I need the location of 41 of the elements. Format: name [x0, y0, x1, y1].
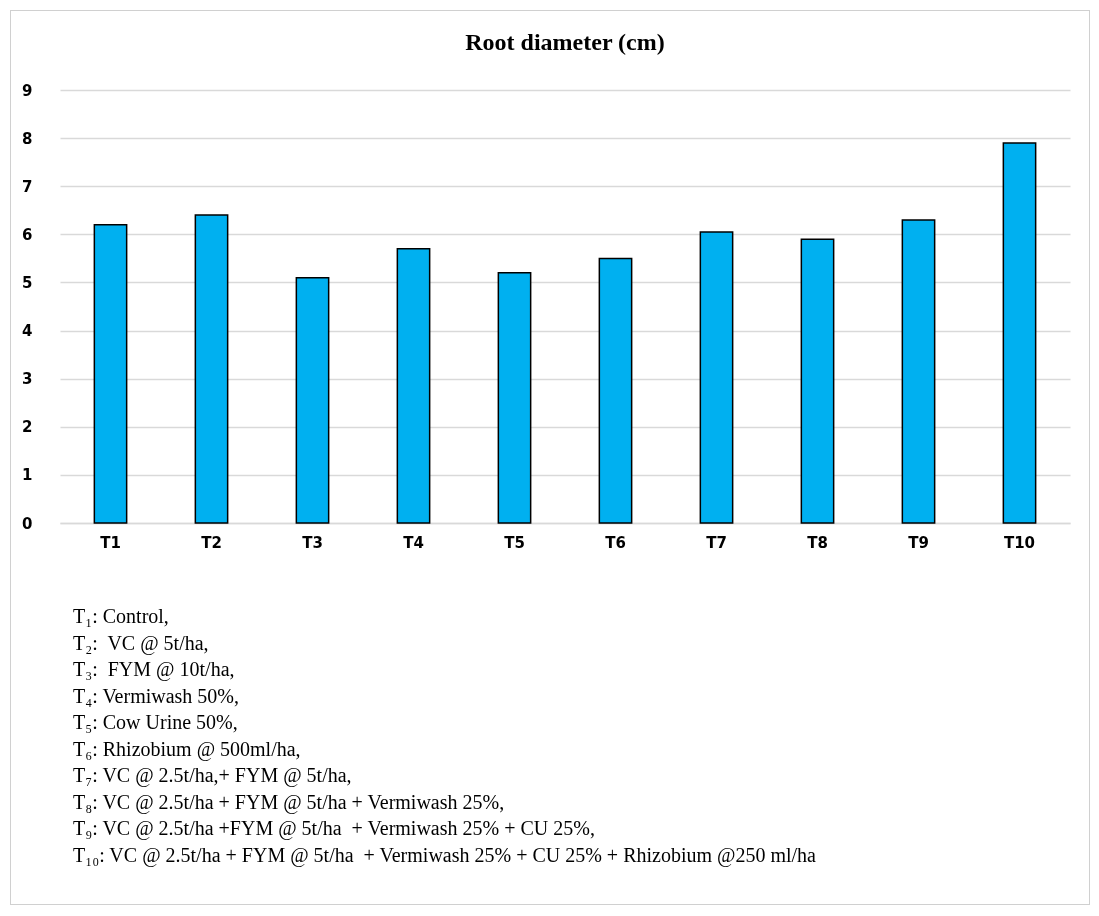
y-tick-label: 4: [22, 322, 33, 341]
bar: [93, 223, 128, 524]
y-tick-label: 0: [22, 514, 33, 533]
x-tick-label: T7: [706, 533, 727, 552]
x-tick-label: T8: [807, 533, 828, 552]
chart-title: Root diameter (cm): [465, 29, 665, 55]
text: T₄: Vermiwash 50%,: [73, 683, 241, 709]
x-tick-label: T5: [504, 533, 525, 552]
bar: [699, 231, 734, 524]
bar: [396, 248, 431, 524]
y-tick-label: 6: [22, 225, 33, 244]
text: T₅: Cow Urine 50%,: [73, 710, 239, 735]
y-tick-label: 2: [22, 418, 33, 437]
text: T₆: Rhizobium @ 500ml/ha,: [73, 736, 302, 762]
text: T₃: FYM @ 10t/ha,: [73, 657, 236, 683]
bar: [800, 238, 835, 524]
bar: [901, 219, 936, 524]
x-tick-label: T6: [605, 533, 626, 552]
x-tick-label: T1: [100, 533, 121, 552]
text: T₈: VC @ 2.5t/ha + FYM @ 5t/ha + Vermiwash 25%,: [73, 789, 506, 815]
y-tick-label: 8: [22, 129, 33, 148]
x-tick-label: T2: [201, 533, 222, 552]
bar: [295, 276, 330, 524]
text: T₁: Control,: [73, 604, 170, 629]
text: T₇: VC @ 2.5t/ha,+ FYM @ 5t/ha,: [73, 763, 353, 789]
text: T₂: VC @ 5t/ha,: [73, 630, 210, 656]
y-tick-label: 3: [22, 370, 33, 389]
y-tick-label: 9: [22, 81, 33, 100]
bar: [497, 272, 532, 524]
bar: [598, 257, 633, 524]
y-tick-label: 5: [22, 273, 33, 292]
x-tick-label: T10: [1003, 533, 1036, 552]
x-tick-label: T4: [403, 533, 424, 552]
y-tick-label: 1: [22, 466, 33, 485]
bar: [194, 214, 229, 524]
x-tick-label: T3: [302, 533, 323, 552]
text: T₉: VC @ 2.5t/ha +FYM @ 5t/ha + Vermiwash 25% + CU 25%,: [73, 816, 596, 842]
bar: [1002, 142, 1037, 524]
text: T₁₀: VC @ 2.5t/ha + FYM @ 5t/ha + Vermiwash 25% + CU 25% + Rhizobium @250 ml/ha: [73, 842, 816, 868]
y-tick-label: 7: [22, 177, 33, 196]
x-tick-label: T9: [908, 533, 929, 552]
